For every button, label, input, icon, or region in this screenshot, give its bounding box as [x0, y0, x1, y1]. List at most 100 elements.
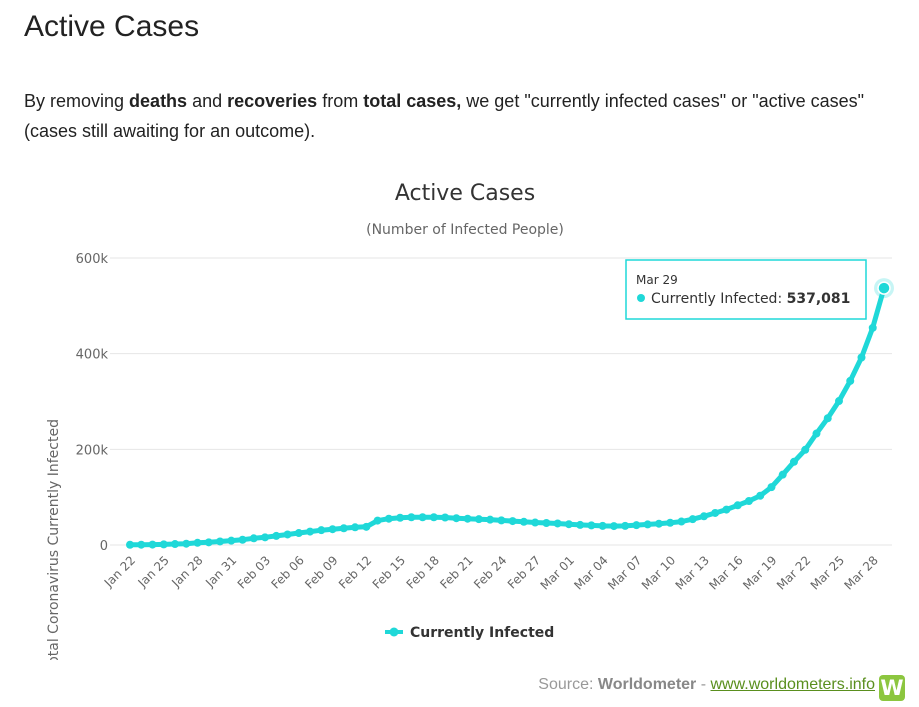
data-point[interactable]	[193, 538, 202, 547]
data-point[interactable]	[362, 522, 371, 531]
data-point[interactable]	[576, 520, 585, 529]
data-point[interactable]	[407, 513, 416, 522]
x-tick-label: Jan 28	[168, 553, 205, 590]
data-point[interactable]	[204, 538, 213, 547]
series-line-currently-infected	[127, 285, 887, 548]
data-point[interactable]	[294, 529, 303, 538]
data-point[interactable]	[328, 525, 337, 534]
data-point[interactable]	[216, 537, 225, 546]
data-point[interactable]	[756, 491, 765, 500]
data-point[interactable]	[666, 518, 675, 527]
data-point[interactable]	[238, 535, 247, 544]
data-point[interactable]	[373, 516, 382, 525]
data-point[interactable]	[812, 429, 821, 438]
data-point[interactable]	[283, 530, 292, 539]
data-point[interactable]	[643, 520, 652, 529]
data-point[interactable]	[778, 470, 787, 479]
data-point[interactable]	[823, 414, 832, 423]
data-point[interactable]	[711, 508, 720, 517]
x-tick-label: Mar 19	[740, 553, 779, 592]
data-point[interactable]	[598, 521, 607, 530]
active-cases-chart: Active Cases (Number of Infected People)…	[46, 181, 894, 660]
highlighted-point[interactable]	[877, 281, 891, 295]
x-tick-label: Mar 10	[639, 553, 678, 592]
data-point[interactable]	[508, 517, 517, 526]
data-point[interactable]	[677, 517, 686, 526]
y-tick-label: 600k	[76, 252, 109, 267]
chart-subtitle: (Number of Infected People)	[366, 222, 564, 238]
y-tick-label: 0	[100, 539, 108, 554]
data-point[interactable]	[654, 519, 663, 528]
data-point[interactable]	[733, 501, 742, 510]
data-point[interactable]	[587, 521, 596, 530]
data-point[interactable]	[542, 518, 551, 527]
data-point[interactable]	[497, 516, 506, 525]
data-point[interactable]	[249, 534, 258, 543]
data-point[interactable]	[126, 540, 134, 549]
data-point[interactable]	[531, 518, 540, 527]
y-axis-ticks: 0 200k 400k 600k	[76, 252, 109, 554]
tooltip-box	[625, 259, 867, 320]
data-point[interactable]	[137, 540, 146, 549]
x-tick-label: Mar 01	[538, 553, 577, 592]
x-tick-label: Mar 22	[774, 553, 813, 592]
data-point[interactable]	[261, 533, 270, 542]
data-point[interactable]	[429, 513, 438, 522]
data-point[interactable]	[789, 457, 798, 466]
intro-text: and	[187, 91, 228, 111]
x-tick-label: Mar 13	[673, 553, 712, 592]
data-point[interactable]	[857, 353, 866, 362]
legend-item-currently-infected[interactable]: Currently Infected	[385, 625, 554, 641]
data-point[interactable]	[441, 513, 450, 522]
data-point[interactable]	[767, 483, 776, 492]
data-point[interactable]	[418, 513, 427, 522]
x-tick-label: Mar 25	[808, 553, 847, 592]
data-point[interactable]	[699, 512, 708, 521]
intro-text: from	[317, 91, 364, 111]
intro-bold-deaths: deaths	[129, 91, 188, 111]
x-tick-label: Jan 31	[202, 553, 239, 590]
data-point[interactable]	[159, 540, 168, 549]
data-point[interactable]	[272, 531, 281, 540]
data-point[interactable]	[553, 519, 562, 528]
data-point[interactable]	[463, 514, 472, 523]
tooltip-marker	[637, 294, 645, 302]
data-point[interactable]	[171, 540, 180, 549]
data-point[interactable]	[474, 515, 483, 524]
x-tick-label: Feb 18	[404, 553, 442, 591]
data-point[interactable]	[722, 505, 731, 514]
data-point[interactable]	[452, 514, 461, 523]
data-point[interactable]	[148, 540, 157, 549]
source-link[interactable]: www.worldometers.info	[710, 676, 876, 693]
tooltip: Mar 29 Currently Infected: 537,081	[625, 259, 867, 320]
data-point[interactable]	[227, 536, 236, 545]
data-point[interactable]	[351, 523, 360, 532]
page-title: Active Cases	[24, 10, 200, 43]
x-tick-label: Feb 24	[471, 553, 509, 591]
data-point[interactable]	[339, 524, 348, 533]
data-point[interactable]	[621, 521, 630, 530]
data-point[interactable]	[564, 520, 573, 529]
data-point[interactable]	[317, 526, 326, 535]
data-point[interactable]	[519, 517, 528, 526]
source-credit: Source: Worldometer - www.worldometers.i…	[538, 676, 875, 694]
data-point[interactable]	[834, 397, 843, 406]
data-point[interactable]	[744, 496, 753, 505]
data-point[interactable]	[846, 376, 855, 385]
data-point[interactable]	[384, 514, 393, 523]
data-point[interactable]	[182, 539, 191, 548]
intro-paragraph: By removing deaths and recoveries from t…	[24, 86, 904, 146]
data-point[interactable]	[688, 515, 697, 524]
data-point[interactable]	[632, 521, 641, 530]
data-point[interactable]	[396, 513, 405, 522]
data-point[interactable]	[868, 323, 877, 332]
data-point[interactable]	[486, 515, 495, 524]
data-point[interactable]	[609, 522, 618, 531]
tooltip-date: Mar 29	[636, 273, 678, 287]
x-tick-label: Feb 27	[505, 553, 543, 591]
data-point[interactable]	[801, 445, 810, 454]
y-tick-label: 400k	[76, 348, 109, 363]
worldometer-logo-icon[interactable]: W	[879, 675, 905, 701]
data-point[interactable]	[306, 527, 315, 536]
